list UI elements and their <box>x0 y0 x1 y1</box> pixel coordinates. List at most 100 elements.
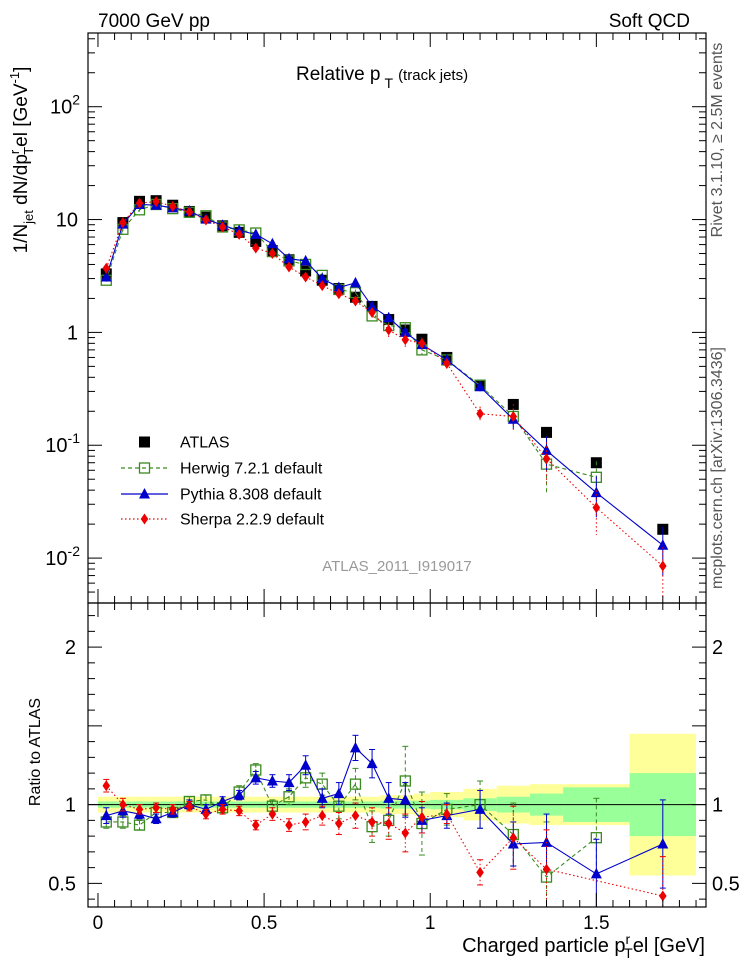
ratio-ytick-label-1: 1 <box>65 795 76 817</box>
ratio-xtick-label-0: 0 <box>93 913 104 934</box>
legend-label-0: ATLAS <box>180 435 230 452</box>
ratio-point-2-25 <box>659 890 667 902</box>
main-series-0 <box>100 195 669 535</box>
ratio-series-line-1 <box>106 746 664 875</box>
ratio-point-1-15 <box>349 741 361 753</box>
main-point-3-5 <box>185 206 194 218</box>
analysis-watermark: ATLAS_2011_I919017 <box>322 558 472 575</box>
ratio-point-2-10 <box>268 808 277 820</box>
main-point-3-13 <box>318 280 327 292</box>
ratio-uncertainty-bands <box>88 733 706 876</box>
main-title-tail: (track jets) <box>398 67 468 84</box>
mcplots-label: mcplots.cern.ch [arXiv:1306.3436] <box>709 347 726 589</box>
ratio-point-2-12 <box>301 816 310 828</box>
ratio-point-2-15 <box>351 810 360 822</box>
ratio-point-2-21 <box>476 866 484 878</box>
ratio-point-2-6 <box>202 808 210 820</box>
ratio-point-1-10 <box>266 774 278 786</box>
main-ytick-label-3: 10 <box>56 210 78 232</box>
main-point-3-20 <box>443 358 451 370</box>
ratio-xtick-label-2: 1 <box>425 913 436 934</box>
rivet-label: Rivet 3.1.10, ≥ 2.5M events <box>709 43 726 238</box>
ratio-point-1-14 <box>333 787 345 799</box>
ratio-point-2-23 <box>542 863 551 875</box>
legend-entry-3: Sherpa 2.2.9 default <box>121 512 325 529</box>
legend-entry-0: ATLAS <box>139 435 230 452</box>
main-point-3-21 <box>476 408 484 420</box>
main-point-2-15 <box>349 276 361 288</box>
main-point-3-12 <box>301 271 310 283</box>
ratio-point-2-17 <box>384 818 393 830</box>
ratio-point-1-25 <box>657 837 669 849</box>
ratio-ytick-label-0: 0.5 <box>48 873 76 895</box>
ratio-ytick-label-2: 2 <box>65 637 76 659</box>
ratio-xtick-label-1: 0.5 <box>251 913 277 934</box>
ratio-point-2-11 <box>285 819 293 831</box>
ratio-point-0-15 <box>349 778 362 790</box>
legend-marker-1 <box>138 462 151 474</box>
ratio-point-2-20 <box>443 808 451 820</box>
ratio-point-1-24 <box>590 867 602 879</box>
ratio-point-2-2 <box>135 803 144 815</box>
legend-entry-1: Herwig 7.2.1 default <box>121 461 323 478</box>
ratio-point-1-9 <box>250 771 262 783</box>
ratio-point-2-9 <box>251 819 260 831</box>
ratio-point-2-7 <box>218 803 227 815</box>
ratio-point-2-3 <box>152 802 160 814</box>
ratio-point-2-8 <box>235 805 243 817</box>
main-point-3-6 <box>202 214 210 226</box>
ratio-point-1-17 <box>383 792 395 803</box>
ratio-point-2-4 <box>168 803 177 815</box>
ratio-point-2-1 <box>119 799 127 811</box>
ratio-point-2-14 <box>335 818 343 830</box>
main-point-3-0 <box>102 262 111 274</box>
ratio-point-0-2 <box>133 819 146 831</box>
main-point-3-4 <box>168 200 177 212</box>
main-point-2-18 <box>399 326 411 337</box>
main-point-0-9 <box>250 235 262 247</box>
header-right: Soft QCD <box>609 11 690 32</box>
main-point-2-0 <box>100 270 112 282</box>
ratio-xlabel: Charged particle pr Tel [GeV] <box>462 931 705 961</box>
ratio-point-1-16 <box>366 757 378 769</box>
ratio-point-1-21 <box>474 803 486 814</box>
ratio-point-2-13 <box>318 810 327 822</box>
main-point-3-24 <box>592 502 601 514</box>
ratio-ytick-label-right-2: 2 <box>712 637 723 659</box>
ratio-plot-marks <box>100 734 669 908</box>
ratio-point-1-18 <box>399 793 411 805</box>
legend-label-2: Pythia 8.308 default <box>180 487 322 504</box>
main-title-sub: T <box>385 75 394 91</box>
main-ytick-label-1: 10-1 <box>45 430 80 457</box>
main-point-3-15 <box>351 295 360 307</box>
ratio-ytick-label-right-1: 1 <box>712 795 723 817</box>
main-point-3-16 <box>368 307 376 319</box>
main-point-2-14 <box>333 281 345 292</box>
ratio-point-2-19 <box>418 811 426 823</box>
ratio-ytick-label-right-0: 0.5 <box>712 873 740 895</box>
legend-marker-2 <box>139 488 150 499</box>
main-point-3-19 <box>418 337 426 349</box>
main-point-3-1 <box>119 217 127 229</box>
ratio-point-2-5 <box>185 800 194 812</box>
main-plot-marks <box>100 195 669 598</box>
main-ytick-label-4: 102 <box>50 92 80 119</box>
ratio-frame <box>87 602 707 908</box>
axes: 10-2 10-1 1 10 102 0 0.5 1 1.5 0.5 0.5 1 1 2 2 <box>45 32 740 934</box>
main-point-2-16 <box>366 300 378 311</box>
main-point-2-11 <box>283 252 295 264</box>
main-point-3-14 <box>335 288 343 300</box>
main-series-1 <box>100 198 603 502</box>
ratio-point-2-22 <box>509 832 518 844</box>
ratio-ylabel: Ratio to ATLAS <box>27 698 44 806</box>
legend-label-1: Herwig 7.2.1 default <box>180 461 323 478</box>
main-ylabel: 1/Njet dN/dprTel [GeV-1] <box>7 67 36 254</box>
legend-marker-0 <box>139 436 150 448</box>
ratio-point-1-0 <box>100 809 112 821</box>
main-point-2-13 <box>316 272 328 284</box>
main-point-0-12 <box>300 265 312 277</box>
main-ytick-label-0: 10-2 <box>45 543 80 570</box>
legend: ATLAS Herwig 7.2.1 default Pythia 8.308 de… <box>121 435 325 529</box>
main-point-2-9 <box>250 228 262 239</box>
